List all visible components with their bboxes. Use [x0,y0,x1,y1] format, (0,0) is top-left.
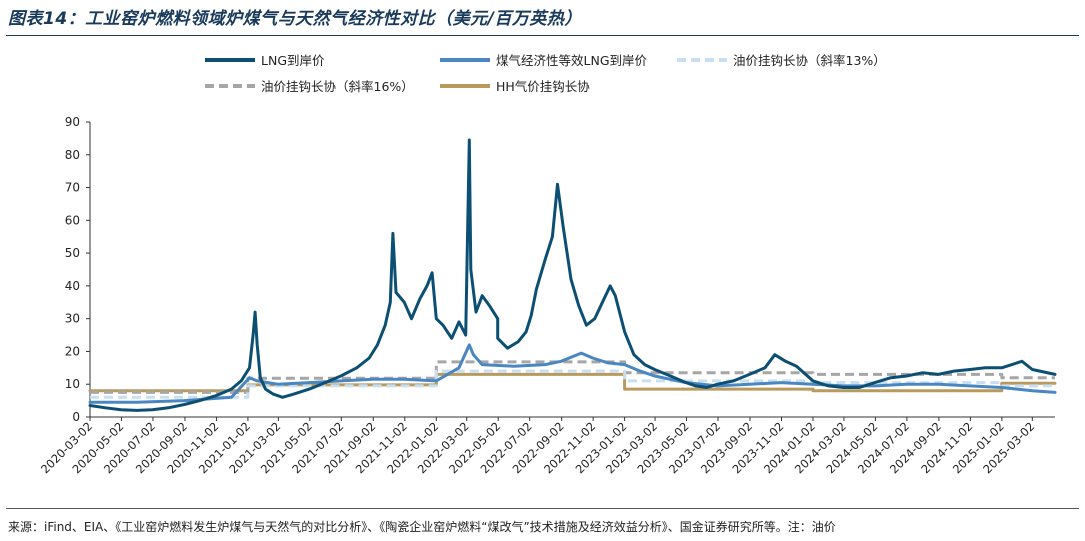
line-chart: LNG到岸价 煤气经济性等效LNG到岸价 油价挂钩长协（斜率13%） 油价挂钩长协（斜… [38,53,1057,476]
y-tick-label: 30 [65,312,80,326]
source-divider [6,508,1079,509]
source-note: 来源：iFind、EIA、《工业窑炉燃料发生炉煤气与天然气的对比分析》、《陶瓷企… [8,520,836,534]
legend: LNG到岸价 煤气经济性等效LNG到岸价 油价挂钩长协（斜率13%） 油价挂钩长协（斜… [205,53,886,94]
y-tick-label: 0 [72,410,80,424]
legend-label-1: LNG到岸价 [261,53,325,68]
x-axis: 2020-03-022020-05-022020-07-022020-09-02… [38,416,1055,476]
series-line-3 [90,369,1055,399]
y-axis: 0 10 20 30 40 50 60 70 80 90 [65,115,91,424]
legend-label-3: 油价挂钩长协（斜率13%） [733,53,886,68]
y-tick-label: 90 [65,115,80,129]
series-line-1 [88,138,1057,412]
chart-title: 图表14：工业窑炉燃料领域炉煤气与天然气经济性对比（美元/百万英热） [8,9,582,29]
title-divider [6,35,1079,36]
y-tick-label: 10 [65,377,80,391]
legend-label-2: 煤气经济性等效LNG到岸价 [496,53,648,68]
series-line-2 [88,343,1057,404]
y-tick-label: 80 [65,148,80,162]
y-tick-label: 20 [65,344,80,358]
y-tick-label: 60 [65,213,80,227]
legend-label-5: HH气价挂钩长协 [496,79,590,94]
y-tick-label: 50 [65,246,80,260]
legend-label-4: 油价挂钩长协（斜率16%） [261,79,414,94]
y-tick-label: 70 [65,181,80,195]
y-tick-label: 40 [65,279,80,293]
plot-area [88,138,1057,412]
